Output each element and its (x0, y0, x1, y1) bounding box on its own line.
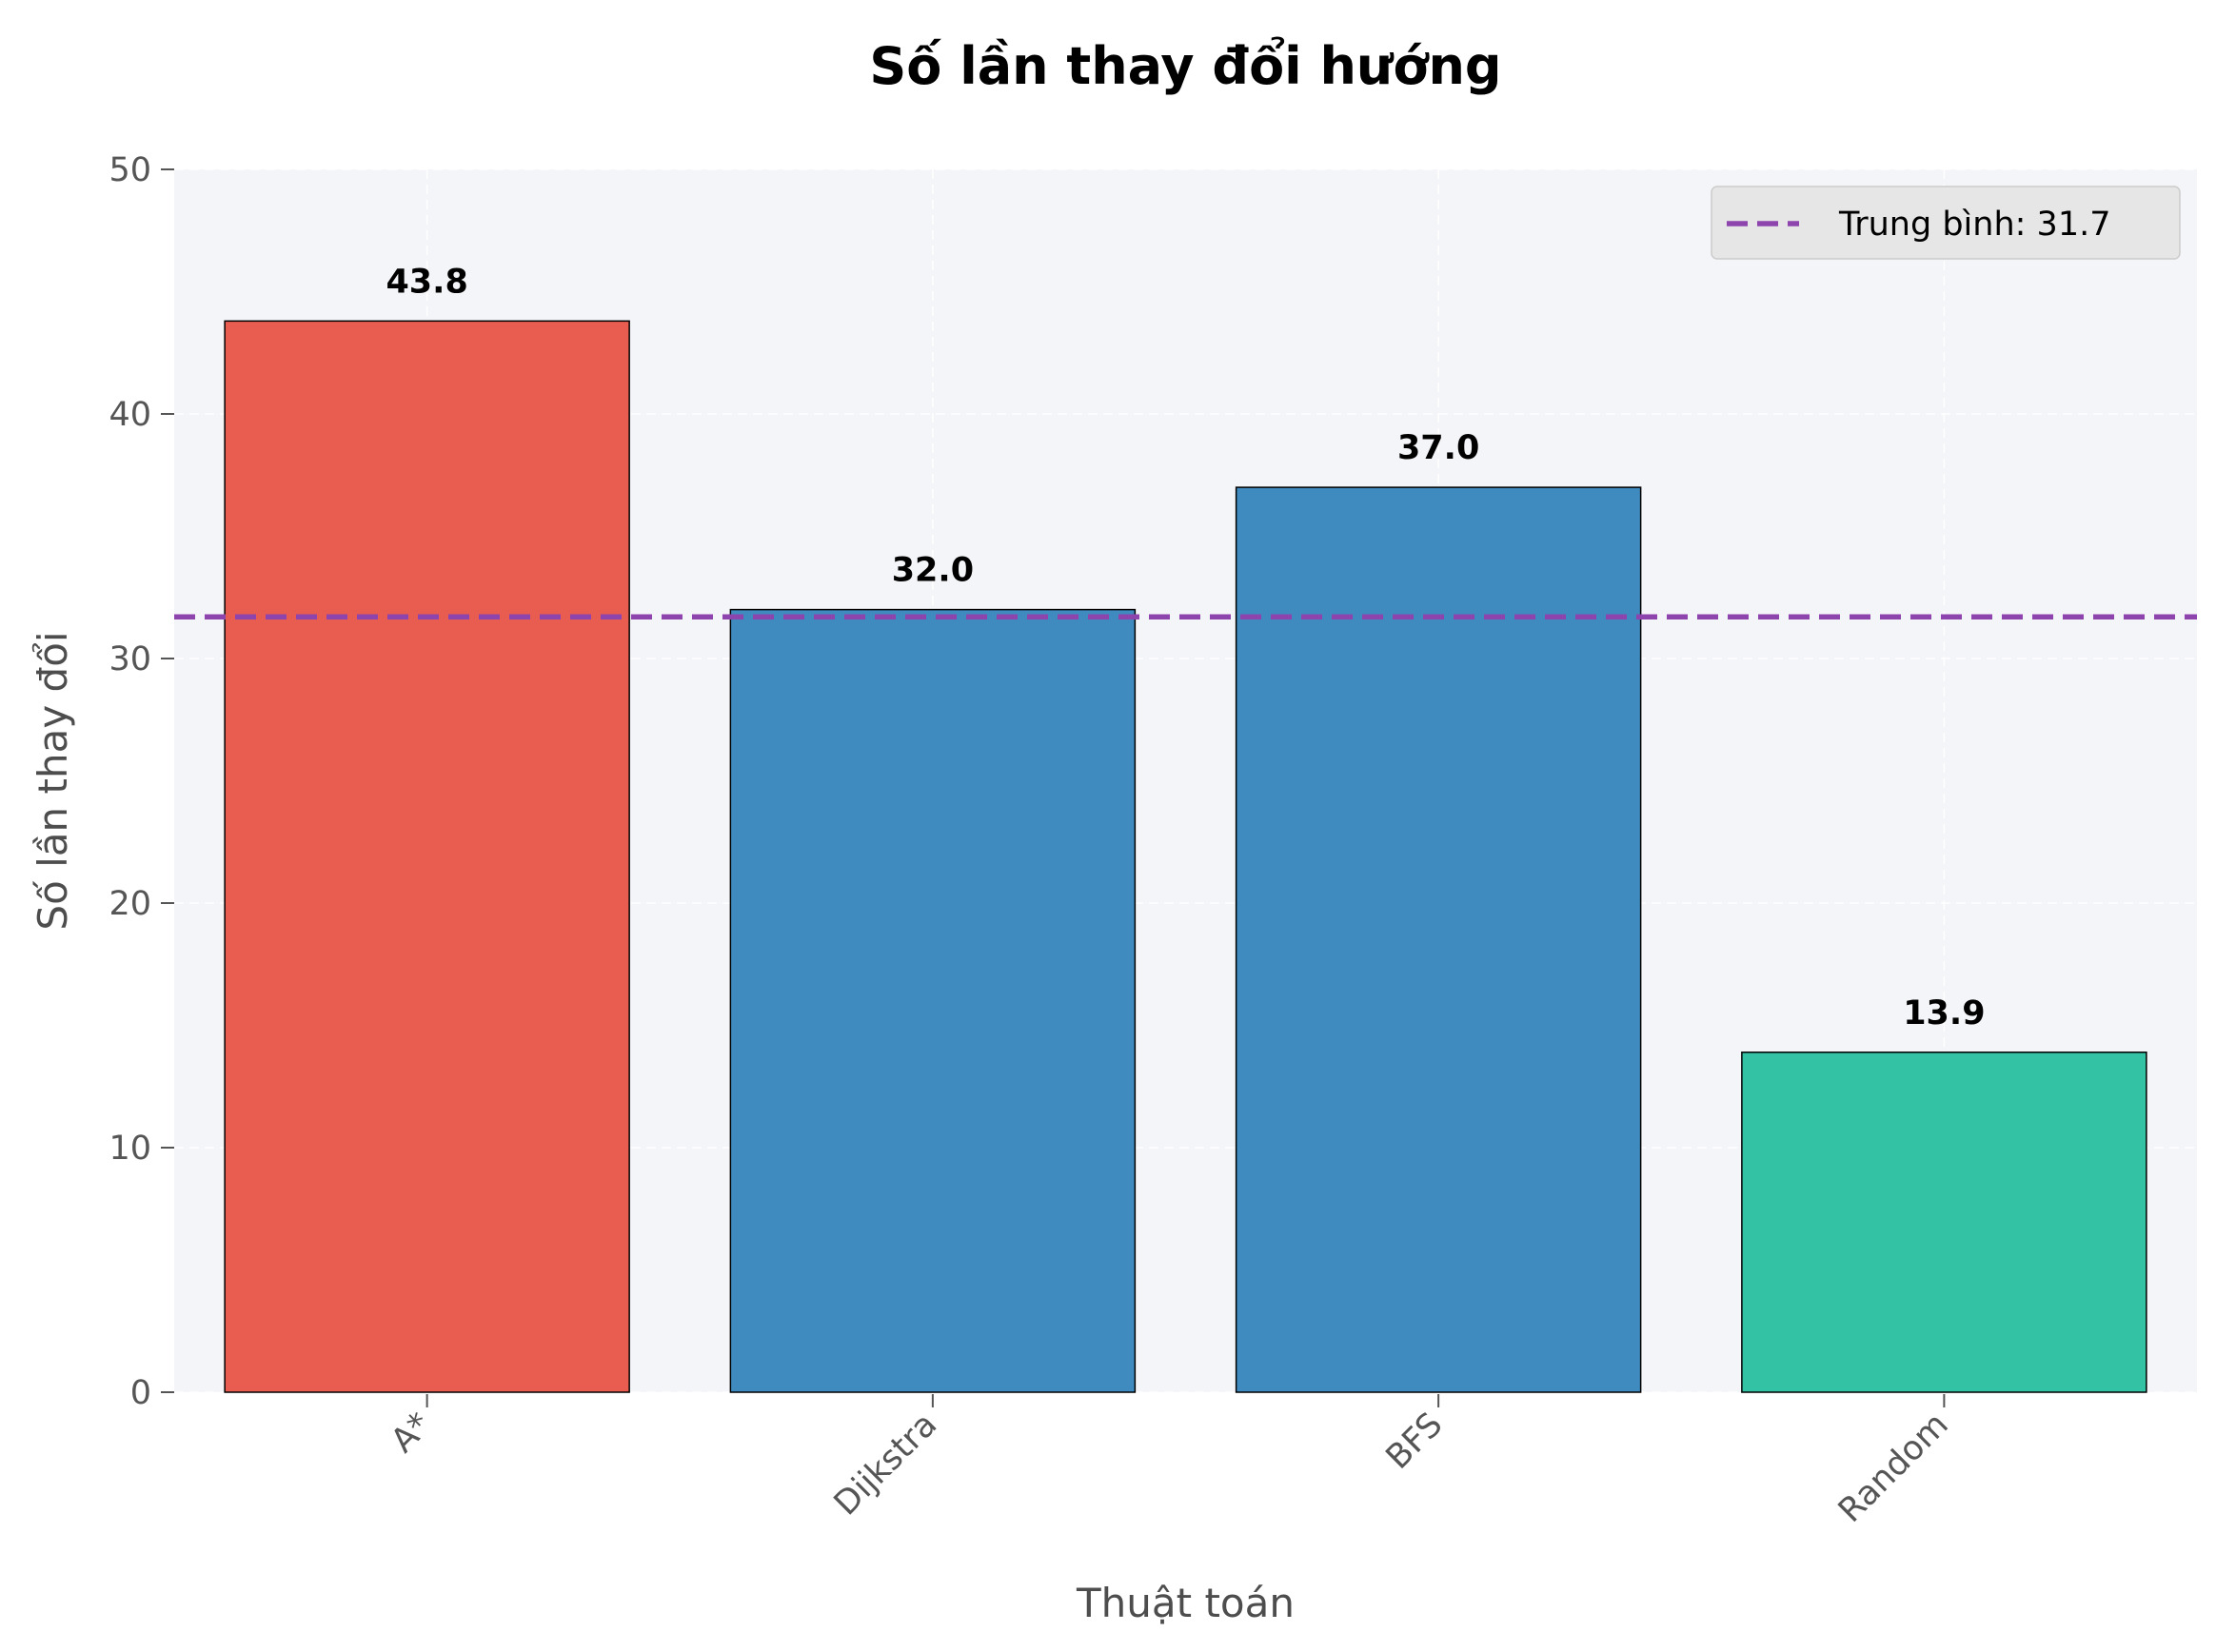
legend-box (1711, 186, 2181, 260)
bars (224, 320, 2147, 1393)
y-axis-label: Số lần thay đổi (30, 631, 76, 930)
bar-value-label: 32.0 (892, 552, 974, 590)
x-axis-label: Thuật toán (1076, 1580, 1295, 1626)
y-tick-label: 20 (109, 885, 151, 923)
bar-random (1741, 1052, 2147, 1393)
bar-dijkstra (729, 608, 1137, 1393)
x-tick-label: A* (384, 1406, 439, 1461)
x-tick-label: BFS (1379, 1406, 1451, 1477)
y-tick-label: 0 (130, 1374, 151, 1412)
y-tick-label: 30 (109, 640, 151, 678)
y-tick-label: 50 (109, 151, 151, 189)
x-tick-label: Dijkstra (827, 1406, 944, 1523)
x-tick-label: Random (1831, 1406, 1956, 1530)
legend-entry-average: Trung bình: 31.7 (1838, 206, 2111, 244)
bar-value-label: 37.0 (1397, 429, 1479, 467)
value-labels: 43.8 32.0 37.0 13.9 (386, 263, 1985, 1032)
legend: Trung bình: 31.7 (1711, 186, 2181, 260)
bar-value-label: 13.9 (1903, 994, 1985, 1032)
bar-bfs (1235, 486, 1642, 1393)
y-tick-label: 10 (109, 1130, 151, 1168)
y-tick-label: 40 (109, 396, 151, 434)
bar-a (224, 320, 630, 1393)
bar-value-label: 43.8 (386, 263, 467, 301)
chart-title: Số lần thay đổi hướng (869, 36, 1501, 96)
